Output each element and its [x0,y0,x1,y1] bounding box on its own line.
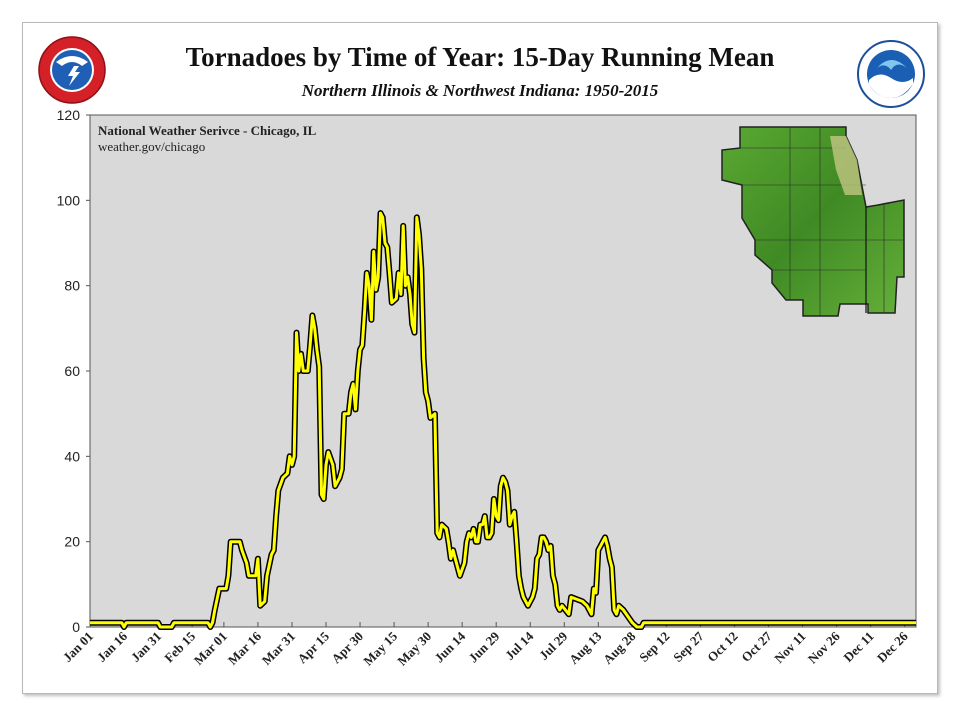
x-tick-label: Dec 11 [840,629,876,665]
x-tick-label: Mar 31 [259,629,298,668]
x-tick-label: Jul 14 [502,628,537,663]
x-tick-label: Jan 31 [128,629,164,665]
y-axis: 0 20 40 60 80 100 120 [57,107,90,635]
x-tick-label: Mar 16 [225,628,265,668]
x-tick-label: Sep 27 [670,628,707,665]
credit-office: National Weather Serivce - Chicago, IL [98,123,317,138]
x-tick-label: Sep 12 [636,629,672,665]
series-running-mean [90,210,916,630]
x-tick-label: Jan 16 [94,628,131,665]
region-map [721,126,905,317]
credit-website: weather.gov/chicago [98,139,206,154]
y-tick-label: 100 [57,192,81,208]
x-tick-label: May 30 [394,629,434,669]
nws-logo [38,36,106,104]
x-tick-label: May 15 [360,628,400,668]
x-tick-label: Nov 11 [771,629,808,666]
y-tick-label: 80 [64,278,80,294]
x-tick-label: Jun 14 [431,628,468,665]
y-tick-label: 20 [64,534,80,550]
y-tick-label: 40 [64,448,80,464]
y-tick-label: 120 [57,107,81,123]
x-tick-label: Oct 12 [704,629,740,665]
x-tick-label: Mar 01 [191,629,230,668]
y-tick-label: 0 [72,619,80,635]
x-tick-label: Apr 30 [328,629,366,667]
x-tick-label: Aug 28 [600,628,639,667]
x-tick-label: Jun 29 [465,628,502,665]
y-tick-label: 60 [64,363,80,379]
x-tick-label: Oct 27 [738,628,775,665]
chart-subtitle: Northern Illinois & Northwest Indiana: 1… [301,81,659,100]
x-tick-label: Nov 26 [805,628,843,666]
series-line [90,211,916,629]
x-tick-label: Dec 26 [874,628,911,665]
chart-title: Tornadoes by Time of Year: 15-Day Runnin… [185,42,775,72]
x-tick-label: Aug 13 [566,628,605,667]
x-tick-label: Apr 15 [294,628,332,666]
noaa-logo: noaa-logo [857,40,925,108]
x-tick-label: Jul 29 [536,628,571,663]
